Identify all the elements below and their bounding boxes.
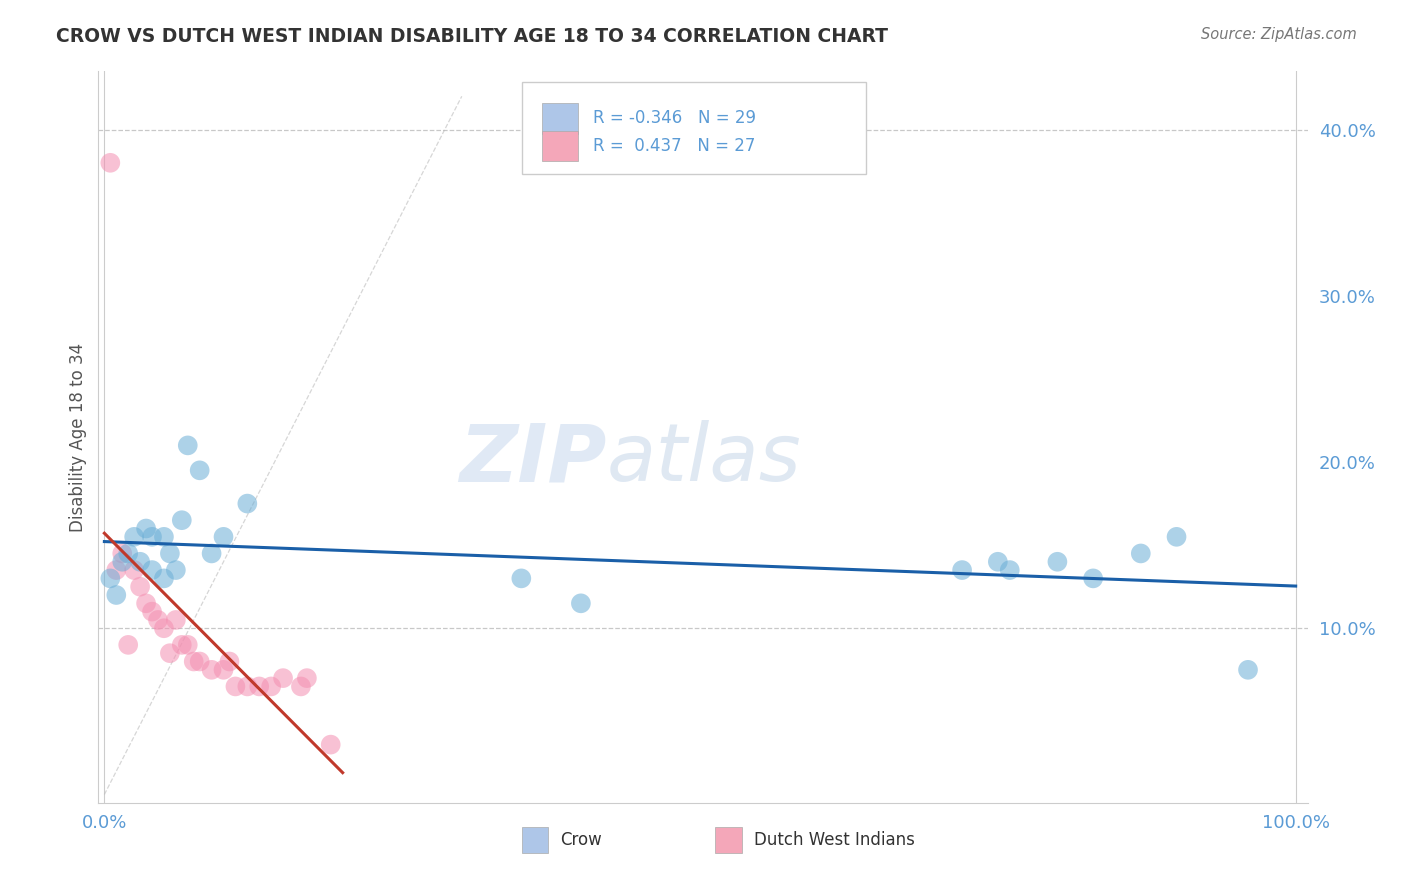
Text: R = -0.346   N = 29: R = -0.346 N = 29 [593, 109, 756, 128]
Point [165, 563, 187, 577]
Point [1046, 555, 1069, 569]
Point [271, 671, 294, 685]
Text: Crow: Crow [561, 830, 602, 848]
Point [212, 663, 235, 677]
Point [105, 588, 128, 602]
Point [170, 513, 193, 527]
Point [200, 546, 222, 560]
Point [146, 613, 169, 627]
Point [153, 530, 176, 544]
Point [950, 563, 973, 577]
Bar [522, 827, 548, 853]
Point [247, 680, 270, 694]
Point [188, 463, 211, 477]
Point [141, 605, 163, 619]
Bar [543, 103, 578, 134]
FancyBboxPatch shape [522, 82, 866, 174]
Point [159, 646, 181, 660]
Point [170, 638, 193, 652]
Bar [716, 827, 742, 853]
Text: CROW VS DUTCH WEST INDIAN DISABILITY AGE 18 TO 34 CORRELATION CHART: CROW VS DUTCH WEST INDIAN DISABILITY AGE… [56, 27, 889, 45]
Point [117, 638, 139, 652]
Point [165, 613, 187, 627]
Point [135, 521, 157, 535]
Point [129, 555, 152, 569]
Point [295, 671, 318, 685]
Point [1237, 663, 1260, 677]
Point [177, 638, 200, 652]
Point [129, 580, 152, 594]
Point [290, 680, 312, 694]
Point [159, 546, 181, 560]
Point [319, 738, 342, 752]
Point [122, 563, 145, 577]
Text: Source: ZipAtlas.com: Source: ZipAtlas.com [1201, 27, 1357, 42]
Point [236, 680, 259, 694]
Point [998, 563, 1021, 577]
Point [1081, 571, 1104, 585]
Point [1129, 546, 1152, 560]
Point [1166, 530, 1188, 544]
Y-axis label: Disability Age 18 to 34: Disability Age 18 to 34 [69, 343, 87, 532]
Point [183, 655, 205, 669]
Point [111, 546, 134, 560]
Text: R =  0.437   N = 27: R = 0.437 N = 27 [593, 137, 755, 155]
Point [105, 563, 128, 577]
Point [111, 555, 134, 569]
Point [987, 555, 1010, 569]
Text: Dutch West Indians: Dutch West Indians [754, 830, 915, 848]
Point [135, 596, 157, 610]
Point [98, 155, 121, 169]
Point [260, 680, 283, 694]
Point [122, 530, 145, 544]
Point [236, 497, 259, 511]
Bar [543, 130, 578, 161]
Point [141, 530, 163, 544]
Point [141, 563, 163, 577]
Text: ZIP: ZIP [458, 420, 606, 498]
Point [569, 596, 592, 610]
Point [212, 530, 235, 544]
Text: atlas: atlas [606, 420, 801, 498]
Point [510, 571, 533, 585]
Point [218, 655, 240, 669]
Point [117, 546, 139, 560]
Point [153, 621, 176, 635]
Point [200, 663, 222, 677]
Point [98, 571, 121, 585]
Point [177, 438, 200, 452]
Point [153, 571, 176, 585]
Point [188, 655, 211, 669]
Point [224, 680, 246, 694]
